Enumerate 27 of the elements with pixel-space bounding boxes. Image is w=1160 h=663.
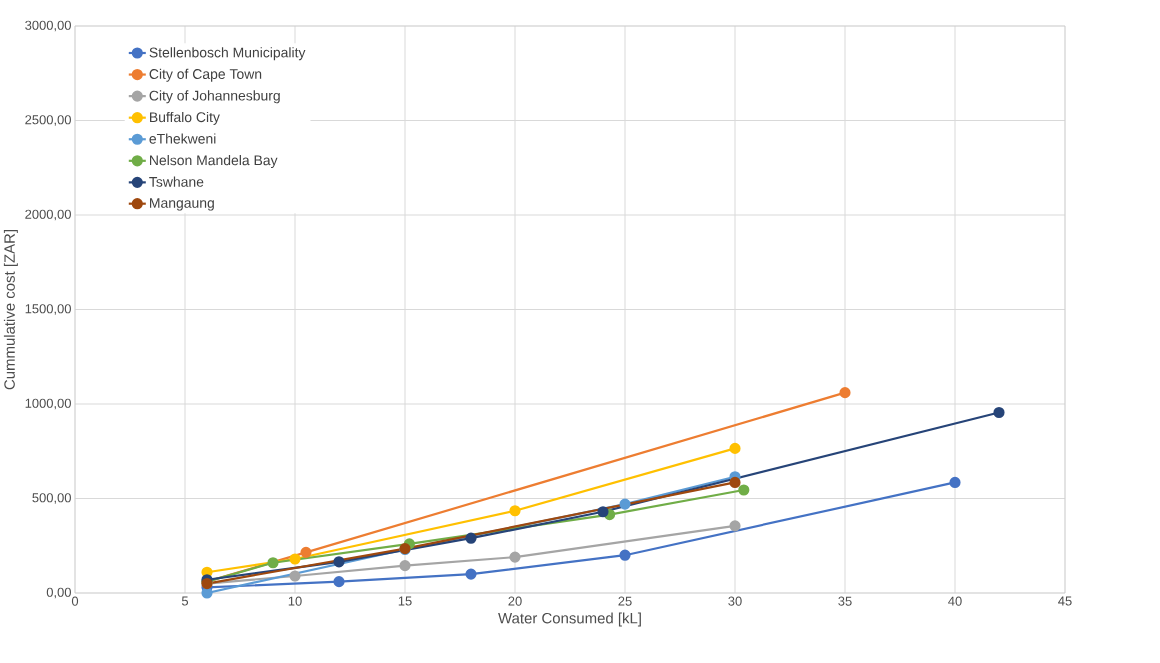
y-tick-label: 2500,00 <box>25 115 71 126</box>
legend-label: Tswhane <box>149 176 204 187</box>
legend-label: eThekweni <box>149 133 216 144</box>
y-tick-label: 3000,00 <box>25 20 71 32</box>
y-tick-label: 1500,00 <box>25 304 71 315</box>
y-tick-label: 0,00 <box>46 587 71 599</box>
legend-label: Nelson Mandela Bay <box>150 155 278 169</box>
x-tick-label: 30 <box>728 596 742 606</box>
legend-label: Mangaung <box>150 198 214 211</box>
x-tick-label: 10 <box>288 596 302 606</box>
legend-label: City of Cape Town <box>149 68 262 82</box>
x-tick-label: 45 <box>1058 596 1072 606</box>
y-tick-label: 2000,00 <box>25 209 71 221</box>
legend-label: Stellenbosch Municipality <box>149 47 306 61</box>
x-axis-title: Water Consumed [kL] <box>498 612 641 627</box>
x-tick-label: 5 <box>181 596 189 606</box>
y-tick-label: 1000,00 <box>25 398 71 410</box>
legend-label: Buffalo City <box>150 111 220 125</box>
x-tick-label: 20 <box>508 596 522 606</box>
x-tick-label: 25 <box>618 596 632 606</box>
y-tick-label: 500,00 <box>32 493 71 504</box>
x-tick-label: 15 <box>398 596 412 606</box>
x-tick-label: 0 <box>71 596 79 606</box>
x-tick-label: 35 <box>838 596 852 606</box>
legend-label: City of Johannesburg <box>149 90 280 104</box>
x-tick-label: 40 <box>948 596 962 606</box>
y-axis-title: Cummulative cost [ZAR] <box>3 230 18 390</box>
